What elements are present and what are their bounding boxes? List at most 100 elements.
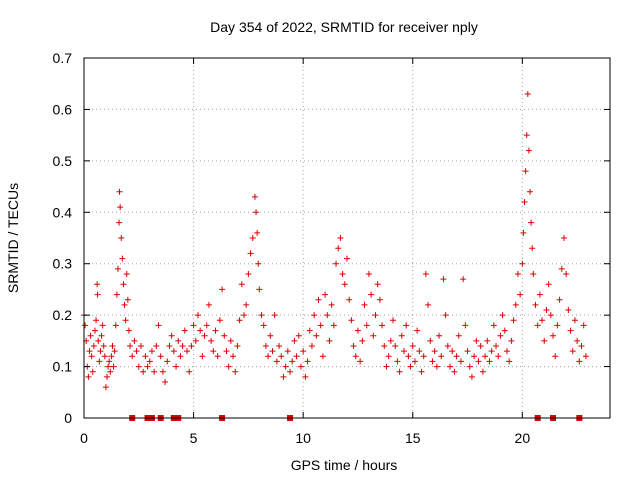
data-point	[306, 327, 313, 334]
data-point	[88, 353, 95, 360]
data-point	[121, 301, 128, 308]
data-point	[91, 327, 98, 334]
data-point	[495, 353, 502, 360]
data-point	[184, 348, 191, 355]
data-point	[148, 348, 155, 355]
data-point	[116, 188, 123, 195]
data-point	[186, 368, 193, 375]
data-point	[236, 317, 243, 324]
data-point	[508, 337, 515, 344]
data-point	[554, 322, 561, 329]
data-point	[550, 332, 557, 339]
data-point	[578, 343, 585, 349]
data-point	[350, 343, 357, 349]
data-point	[539, 317, 546, 324]
data-point	[376, 296, 383, 303]
data-point	[525, 147, 532, 154]
data-point	[341, 281, 348, 288]
data-point	[392, 343, 399, 349]
data-point	[82, 322, 89, 329]
data-point	[324, 312, 331, 319]
data-point	[569, 348, 576, 355]
data-point	[118, 235, 125, 241]
data-point	[201, 332, 208, 339]
data-point	[151, 368, 158, 375]
data-point	[212, 327, 219, 334]
data-point	[466, 363, 473, 370]
data-point	[319, 353, 326, 360]
data-point	[114, 265, 121, 272]
data-point	[238, 281, 245, 288]
data-point	[407, 363, 414, 370]
data-point	[418, 368, 425, 375]
data-point	[383, 363, 390, 370]
data-point	[449, 348, 456, 355]
data-point	[359, 337, 366, 344]
data-point	[453, 353, 460, 360]
data-point	[425, 301, 432, 308]
data-point	[97, 348, 104, 355]
data-point	[482, 353, 489, 360]
x-tick-label: 10	[295, 430, 311, 446]
data-point	[203, 322, 210, 329]
data-point	[490, 322, 497, 329]
data-point	[552, 353, 559, 360]
data-point	[475, 358, 482, 365]
data-point	[113, 291, 120, 298]
data-point	[265, 353, 272, 360]
x-tick-label: 20	[515, 430, 531, 446]
y-tick-label: 0.1	[53, 359, 73, 375]
data-point	[93, 317, 100, 324]
data-point	[368, 291, 375, 298]
data-point	[109, 343, 116, 349]
data-point	[170, 348, 177, 355]
data-point	[243, 301, 250, 308]
data-point	[140, 368, 147, 375]
data-point	[451, 368, 458, 375]
data-point	[194, 312, 201, 319]
data-point	[528, 219, 535, 226]
data-point	[153, 343, 160, 349]
data-point	[468, 373, 475, 380]
data-point	[311, 312, 318, 319]
data-point	[403, 322, 410, 329]
data-point	[363, 322, 370, 329]
data-point	[326, 337, 333, 344]
data-point	[398, 332, 405, 339]
data-point	[85, 373, 92, 380]
data-point	[405, 353, 412, 360]
data-point	[129, 353, 136, 360]
data-point	[253, 209, 260, 216]
data-point	[346, 296, 353, 303]
data-point	[517, 291, 524, 298]
data-point	[87, 332, 94, 339]
data-point	[100, 343, 107, 349]
data-point	[112, 322, 119, 329]
data-point	[255, 260, 262, 267]
data-point	[352, 353, 359, 360]
data-point	[232, 368, 239, 375]
data-point	[179, 343, 186, 349]
data-point	[447, 363, 454, 370]
data-point	[122, 317, 129, 324]
data-point	[86, 348, 93, 355]
data-point	[155, 322, 162, 329]
data-point	[462, 322, 469, 329]
data-point	[532, 301, 539, 308]
data-point	[227, 337, 234, 344]
data-point	[256, 286, 263, 293]
data-point	[105, 363, 112, 370]
data-point	[527, 188, 534, 195]
data-point	[287, 368, 294, 375]
data-point	[247, 250, 254, 257]
data-point	[385, 353, 392, 360]
data-point	[503, 348, 510, 355]
data-point	[315, 296, 322, 303]
data-point	[123, 271, 130, 277]
data-point	[221, 332, 228, 339]
data-point	[357, 358, 364, 365]
data-point	[433, 363, 440, 370]
data-point	[177, 353, 184, 360]
data-point	[125, 327, 132, 334]
